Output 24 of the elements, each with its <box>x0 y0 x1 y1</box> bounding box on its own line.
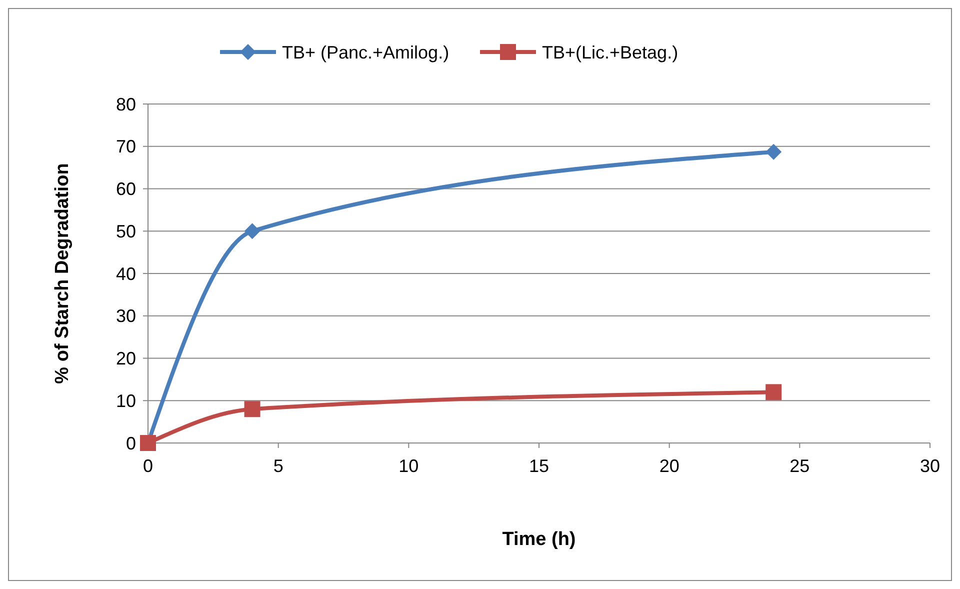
x-tick-label: 5 <box>273 456 284 476</box>
x-tick-label: 0 <box>142 456 154 476</box>
y-tick-label: 30 <box>116 306 136 326</box>
y-tick-label: 70 <box>116 136 136 157</box>
y-tick-label: 60 <box>116 179 136 200</box>
point <box>244 223 260 240</box>
x-tick-label: 10 <box>398 456 419 476</box>
point <box>244 401 260 418</box>
x-tick-label: 25 <box>790 456 810 476</box>
y-tick-label: 80 <box>116 94 136 114</box>
x-tick-label: 15 <box>528 456 550 476</box>
y-tick-label: 0 <box>126 433 136 454</box>
point <box>766 384 782 400</box>
y-tick-label: 50 <box>116 221 136 242</box>
x-axis-title: Time (h) <box>502 529 576 550</box>
y-tick-label: 20 <box>116 348 136 369</box>
y-tick-label: 40 <box>116 264 136 284</box>
point <box>766 144 782 160</box>
y-axis-title: % of Starch Degradation <box>52 163 73 384</box>
legend-label: TB+ (Panc.+Amilog.) <box>282 42 450 62</box>
legend-label: TB+(Lic.+Betag.) <box>542 42 678 62</box>
x-tick-label: 20 <box>659 456 680 476</box>
y-tick-label: 10 <box>116 390 136 411</box>
x-tick-label: 30 <box>920 456 940 476</box>
